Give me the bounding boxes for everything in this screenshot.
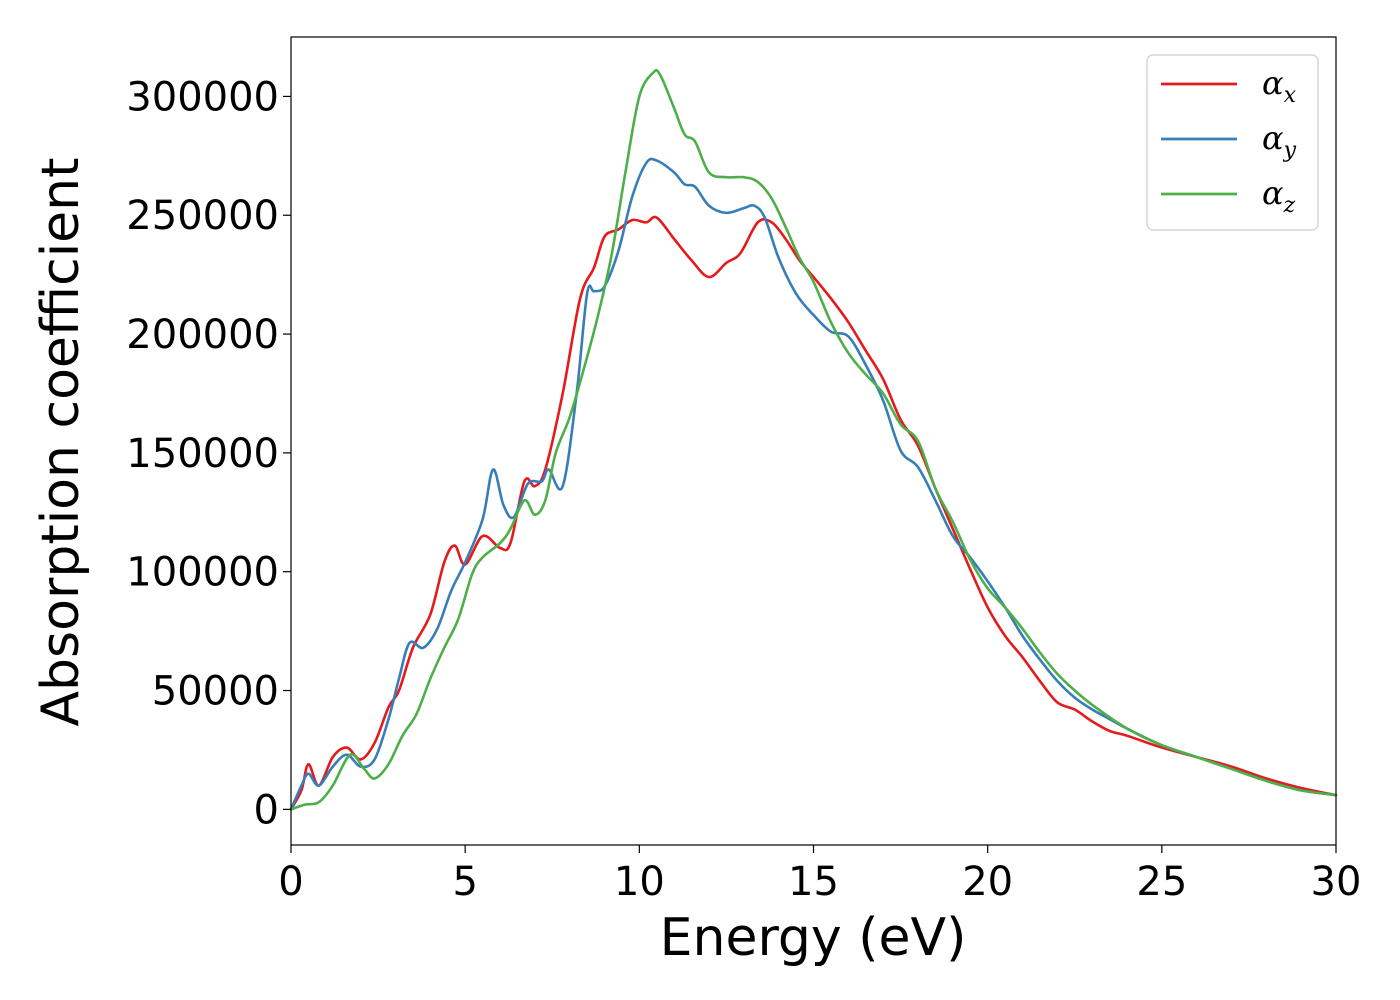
y-tick-label: 150000 <box>126 431 279 477</box>
x-axis-ticks: 0 5 10 15 20 25 30 <box>278 845 1361 905</box>
y-axis-title: Absorption coefficient <box>31 157 91 726</box>
legend-label-x: αx <box>1262 64 1297 108</box>
x-tick-label: 5 <box>452 859 477 905</box>
legend: αx αy αz <box>1146 54 1319 231</box>
y-tick-label: 200000 <box>126 312 279 358</box>
x-tick-label: 0 <box>278 859 303 905</box>
series-layer <box>289 68 1338 811</box>
series-line-y <box>289 157 1338 811</box>
x-tick-label: 15 <box>788 859 839 905</box>
x-axis-title: Energy (eV) <box>660 908 967 968</box>
y-tick-label: 50000 <box>152 669 279 715</box>
x-tick-label: 10 <box>614 859 665 905</box>
x-tick-label: 30 <box>1311 859 1362 905</box>
series-line-x <box>289 215 1338 811</box>
x-tick-label: 25 <box>1136 859 1187 905</box>
legend-label-y: αy <box>1262 119 1297 163</box>
legend-label-z: αz <box>1262 174 1296 218</box>
y-tick-label: 100000 <box>126 550 279 596</box>
x-tick-label: 20 <box>962 859 1013 905</box>
legend-box <box>1146 54 1319 231</box>
y-tick-label: 300000 <box>126 74 279 120</box>
y-tick-label: 0 <box>254 787 279 833</box>
y-tick-label: 250000 <box>126 193 279 239</box>
y-axis-ticks: 0 50000 100000 150000 200000 250000 300000 <box>126 74 291 833</box>
series-line-z <box>289 68 1338 811</box>
